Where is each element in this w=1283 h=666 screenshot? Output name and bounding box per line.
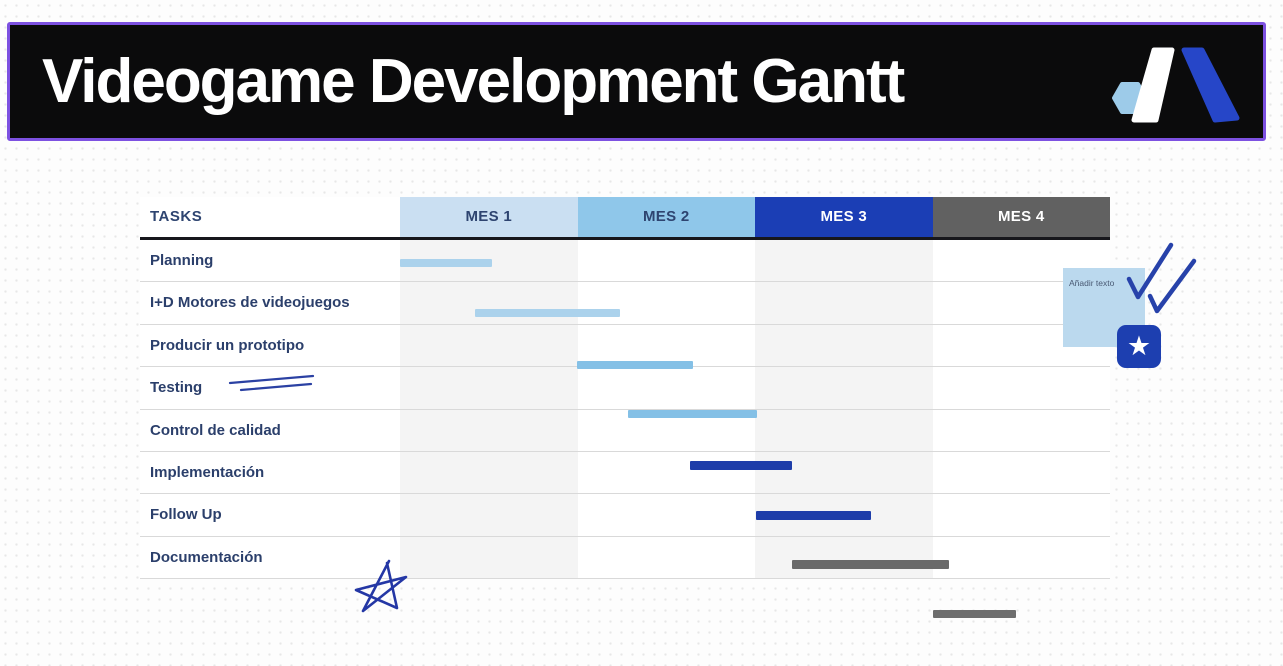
checkmark-doodle-2 — [1147, 258, 1197, 314]
row-divider — [140, 493, 1110, 495]
gantt-bar-8[interactable] — [933, 610, 1016, 618]
gantt-bar-4[interactable] — [628, 410, 757, 418]
task-label: Testing — [150, 379, 203, 397]
month-header-3: MES 3 — [755, 197, 933, 237]
gantt-bar-7[interactable] — [792, 560, 949, 569]
tasks-column-header: TASKS — [150, 208, 203, 225]
gantt-bar-1[interactable] — [400, 259, 492, 267]
task-label: Planning — [150, 252, 214, 269]
task-label: I+D Motores de videojuegos — [150, 294, 350, 312]
title-banner: Videogame Development Gantt — [7, 22, 1266, 141]
gantt-bar-3[interactable] — [577, 361, 693, 369]
sticky-note-placeholder: Añadir texto — [1069, 278, 1115, 288]
row-divider — [140, 578, 1110, 580]
star-button[interactable]: ★ — [1117, 325, 1161, 368]
gantt-table: TASKS MES 1 MES 2 MES 3 MES 4 Planning I+D M… — [140, 197, 1110, 618]
task-label: Follow Up — [150, 506, 222, 524]
task-label: Control de calidad — [150, 421, 281, 439]
row-divider — [140, 451, 1110, 452]
gantt-bar-5[interactable] — [690, 461, 792, 470]
month-header-1: MES 1 — [400, 197, 578, 237]
brand-logo-icon — [1112, 47, 1240, 123]
task-label: Documentación — [150, 548, 263, 566]
task-label: Implementación — [150, 464, 265, 481]
gantt-bar-6[interactable] — [756, 511, 871, 520]
row-divider — [140, 408, 1110, 410]
page-title: Videogame Development Gantt — [42, 46, 905, 116]
month-header-2: MES 2 — [577, 197, 755, 237]
star-icon: ★ — [1126, 331, 1152, 362]
gantt-header-row: TASKS MES 1 MES 2 MES 3 MES 4 — [140, 197, 1110, 240]
row-divider — [140, 281, 1110, 283]
month-header-4: MES 4 — [932, 197, 1110, 237]
gantt-bar-2[interactable] — [475, 309, 620, 317]
row-divider — [140, 535, 1110, 537]
row-divider — [140, 323, 1110, 325]
task-label: Producir un prototipo — [150, 336, 305, 354]
